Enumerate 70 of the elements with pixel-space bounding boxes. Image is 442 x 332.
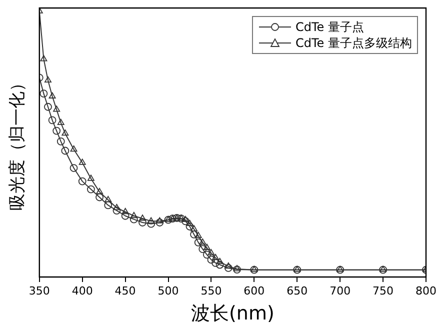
point [182, 216, 189, 222]
legend-label: CdTe 量子点 [296, 19, 364, 35]
point [52, 126, 61, 135]
point [62, 130, 69, 136]
x-tick-label: 600 [244, 284, 265, 298]
point [86, 185, 95, 194]
point [207, 256, 216, 264]
point [224, 262, 232, 269]
point [148, 217, 155, 224]
point [212, 258, 220, 267]
point [202, 250, 211, 259]
point [113, 204, 120, 210]
point [96, 188, 104, 194]
point [48, 116, 56, 124]
point [78, 177, 86, 186]
point [224, 264, 232, 272]
x-axis-title: 波长(nm) [191, 302, 274, 325]
point [121, 212, 130, 220]
point [44, 76, 52, 82]
point [122, 208, 129, 214]
point [147, 220, 156, 228]
point [212, 254, 219, 260]
point [56, 137, 65, 146]
point [216, 260, 224, 269]
x-tick-label: 400 [72, 284, 93, 298]
legend-label: CdTe 量子点多级结构 [296, 35, 412, 51]
point [130, 212, 138, 218]
y-axis-title: 吸光度（归一化） [8, 74, 28, 210]
point [78, 158, 86, 165]
point [203, 244, 210, 250]
point [96, 193, 104, 202]
x-tick-label: 750 [372, 284, 394, 298]
point [40, 55, 48, 62]
point [48, 92, 56, 98]
point [104, 196, 112, 202]
point [186, 220, 194, 226]
point [190, 225, 198, 232]
x-tick-label: 500 [158, 284, 179, 298]
point [138, 218, 146, 226]
point [194, 232, 202, 238]
x-tick-label: 650 [286, 284, 308, 298]
point [198, 245, 207, 254]
point [216, 258, 224, 264]
x-tick-label: 550 [200, 284, 222, 298]
point [139, 214, 146, 221]
point [61, 146, 70, 155]
point [234, 265, 240, 272]
point [233, 266, 241, 274]
point [70, 145, 78, 152]
point [156, 218, 164, 226]
point [44, 102, 52, 111]
point [57, 118, 64, 126]
x-tick-label: 350 [28, 284, 50, 298]
point [194, 238, 202, 246]
point [40, 90, 48, 98]
point [70, 164, 78, 172]
point [130, 215, 138, 224]
point [186, 222, 194, 230]
x-tick-label: 450 [114, 284, 136, 298]
point [156, 217, 164, 224]
point [190, 230, 198, 238]
x-tick-label: 700 [330, 284, 351, 298]
point [53, 106, 60, 112]
point [87, 174, 94, 181]
point [208, 249, 215, 256]
point [199, 238, 206, 245]
point [112, 206, 121, 214]
x-tick-label: 800 [416, 284, 436, 298]
point [182, 217, 190, 226]
point [104, 201, 112, 210]
